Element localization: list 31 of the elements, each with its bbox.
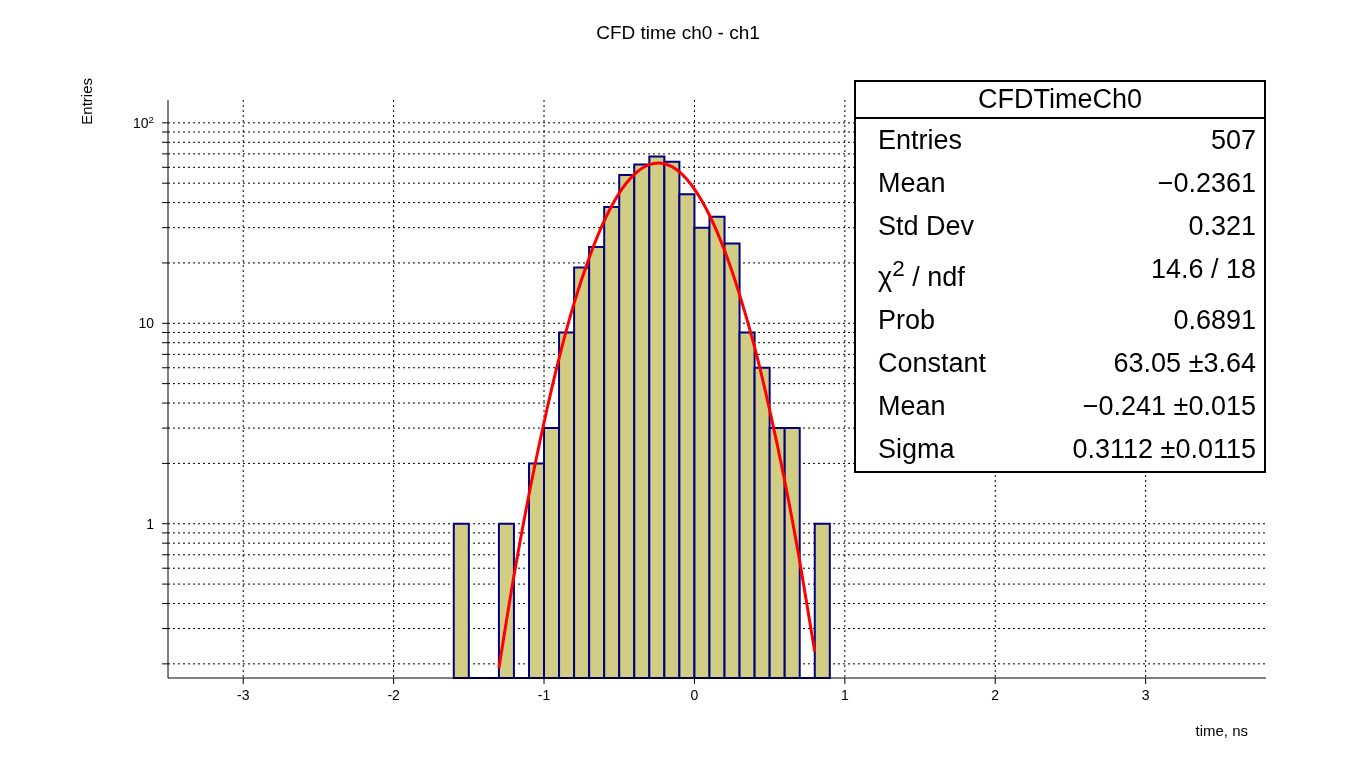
y-tick-label: 10$^{2}$ [132,113,154,131]
x-tick-label: -2 [387,687,401,703]
chart-title: CFD time ch0 - ch1 [595,22,761,44]
x-tick-label: -3 [236,687,250,703]
x-tick-label: -1 [537,687,551,703]
annotation: 0.6891 [1173,304,1256,337]
annotation: −0.241 ±0.015 [1082,390,1256,423]
annotation: Mean [878,167,946,200]
annotation: Mean [878,390,946,423]
x-axis-title: time, ns [1195,722,1248,739]
annotation: −0.2361 [1157,167,1256,200]
annotation: χ$^{2}$ / ndf [878,255,965,294]
annotation: 0.321 [1188,210,1256,243]
annotation: 63.05 ±3.64 [1113,347,1256,380]
annotation: Entries [878,124,963,157]
x-tick-label: 3 [1141,687,1150,703]
annotation: Sigma [878,433,955,466]
annotation: 0.3112 ±0.0115 [1072,433,1256,466]
annotation: Constant [878,347,987,380]
y-axis-title: Entries [78,78,95,125]
y-tick-label: 1 [146,515,155,532]
y-tick-label: 10 [138,315,155,332]
x-tick-label: 2 [991,687,1000,703]
x-tick-label: 0 [690,687,699,703]
x-tick-label: 1 [840,687,849,703]
annotation: CFDTimeCh0 [856,82,1264,119]
line-series [497,161,817,670]
annotation: Std Dev [878,210,975,243]
annotation: 14.6 / 18 [1150,253,1256,286]
annotation: Prob [878,304,936,337]
annotation: 507 [1210,124,1256,157]
